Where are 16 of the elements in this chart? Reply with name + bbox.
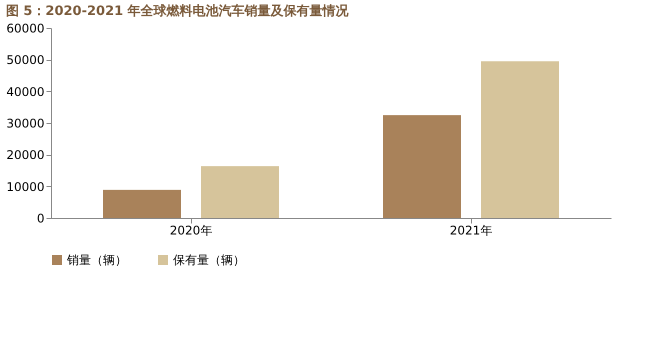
- bar: [481, 61, 559, 218]
- bar: [103, 190, 181, 218]
- y-tick-label: 30000: [6, 116, 44, 130]
- chart-title: 图 5：2020-2021 年全球燃料电池汽车销量及保有量情况: [6, 3, 350, 19]
- y-tick-label: 20000: [6, 148, 44, 162]
- y-tick-label: 10000: [6, 180, 44, 194]
- legend-label: 保有量（辆）: [173, 253, 245, 267]
- bar: [383, 115, 461, 218]
- x-tick-label: 2020年: [170, 224, 212, 238]
- x-tick-label: 2021年: [450, 224, 492, 238]
- y-tick-label: 40000: [6, 84, 44, 99]
- legend-label: 销量（辆）: [66, 253, 127, 267]
- bar: [201, 166, 279, 218]
- y-tick-label: 50000: [6, 53, 44, 68]
- y-tick-label: 60000: [6, 22, 44, 36]
- y-tick-label: 0: [36, 212, 44, 226]
